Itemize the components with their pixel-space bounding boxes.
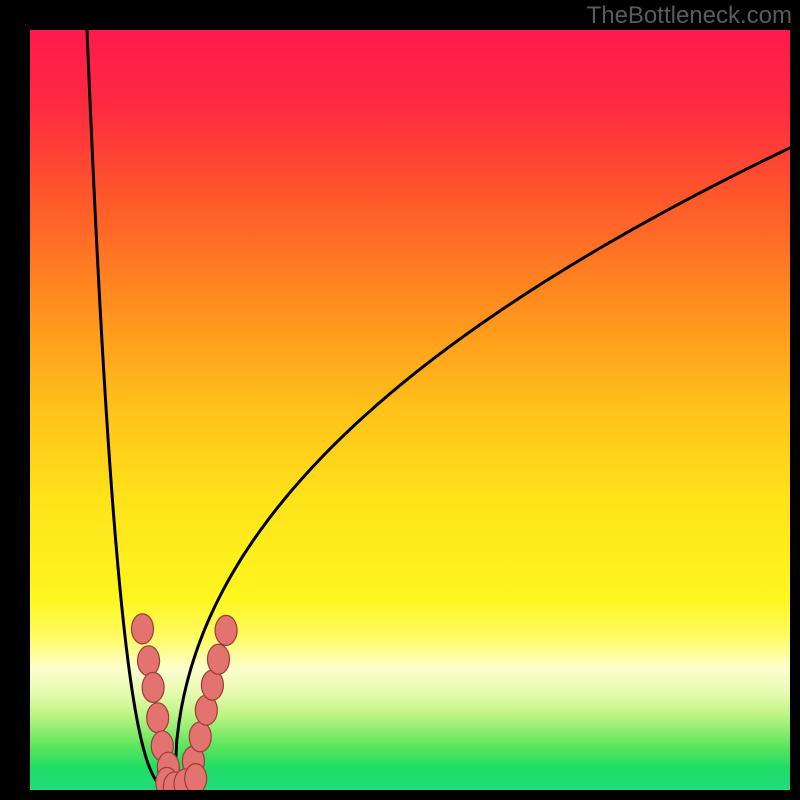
data-marker [147,703,169,733]
data-marker [207,644,229,674]
plot-area [30,30,790,790]
data-marker [138,646,160,676]
data-marker [215,615,237,645]
data-marker [131,614,153,644]
data-marker [142,672,164,702]
plot-svg [30,30,790,790]
chart-stage: TheBottleneck.com [0,0,800,800]
watermark-label: TheBottleneck.com [587,2,792,30]
data-marker [185,764,207,790]
data-marker [189,722,211,752]
gradient-background [30,30,790,790]
